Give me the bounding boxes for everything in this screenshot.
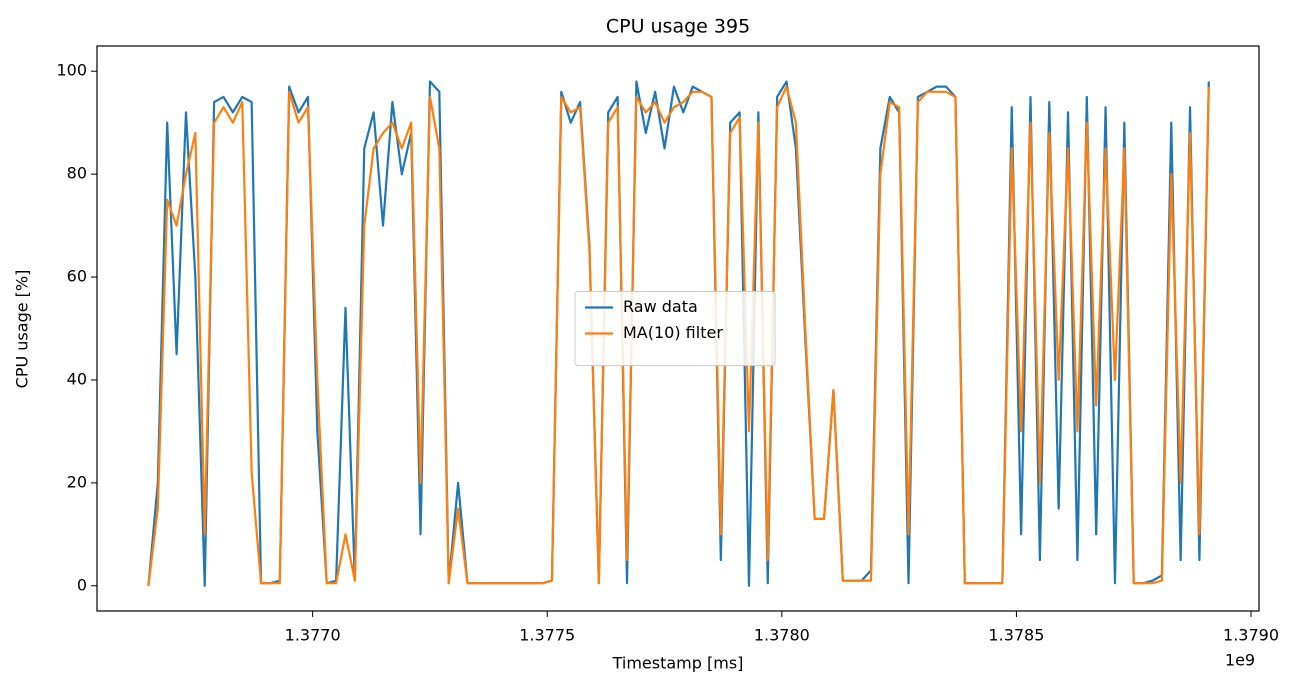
chart-title: CPU usage 395 <box>606 16 750 38</box>
y-tick-label: 80 <box>67 164 87 183</box>
series-line <box>147 85 1210 586</box>
y-tick-label: 60 <box>67 267 87 286</box>
y-tick-label: 20 <box>67 472 87 491</box>
x-tick-label: 1.3770 <box>285 626 341 645</box>
legend-label: Raw data <box>623 297 698 316</box>
legend-box <box>574 291 776 366</box>
y-axis-label: CPU usage [%] <box>13 270 32 389</box>
x-tick-label: 1.3775 <box>519 626 575 645</box>
y-tick-label: 40 <box>67 369 87 388</box>
plot-frame <box>96 45 1260 612</box>
x-tick-label: 1.3785 <box>988 626 1044 645</box>
x-offset-label: 1e9 <box>1225 651 1255 670</box>
x-axis-label: Timestamp [ms] <box>612 654 744 673</box>
legend-label: MA(10) filter <box>623 323 723 342</box>
y-tick-label: 100 <box>56 61 87 80</box>
x-tick-label: 1.3780 <box>754 626 810 645</box>
y-tick-label: 0 <box>77 575 87 594</box>
x-tick-label: 1.3790 <box>1223 626 1279 645</box>
